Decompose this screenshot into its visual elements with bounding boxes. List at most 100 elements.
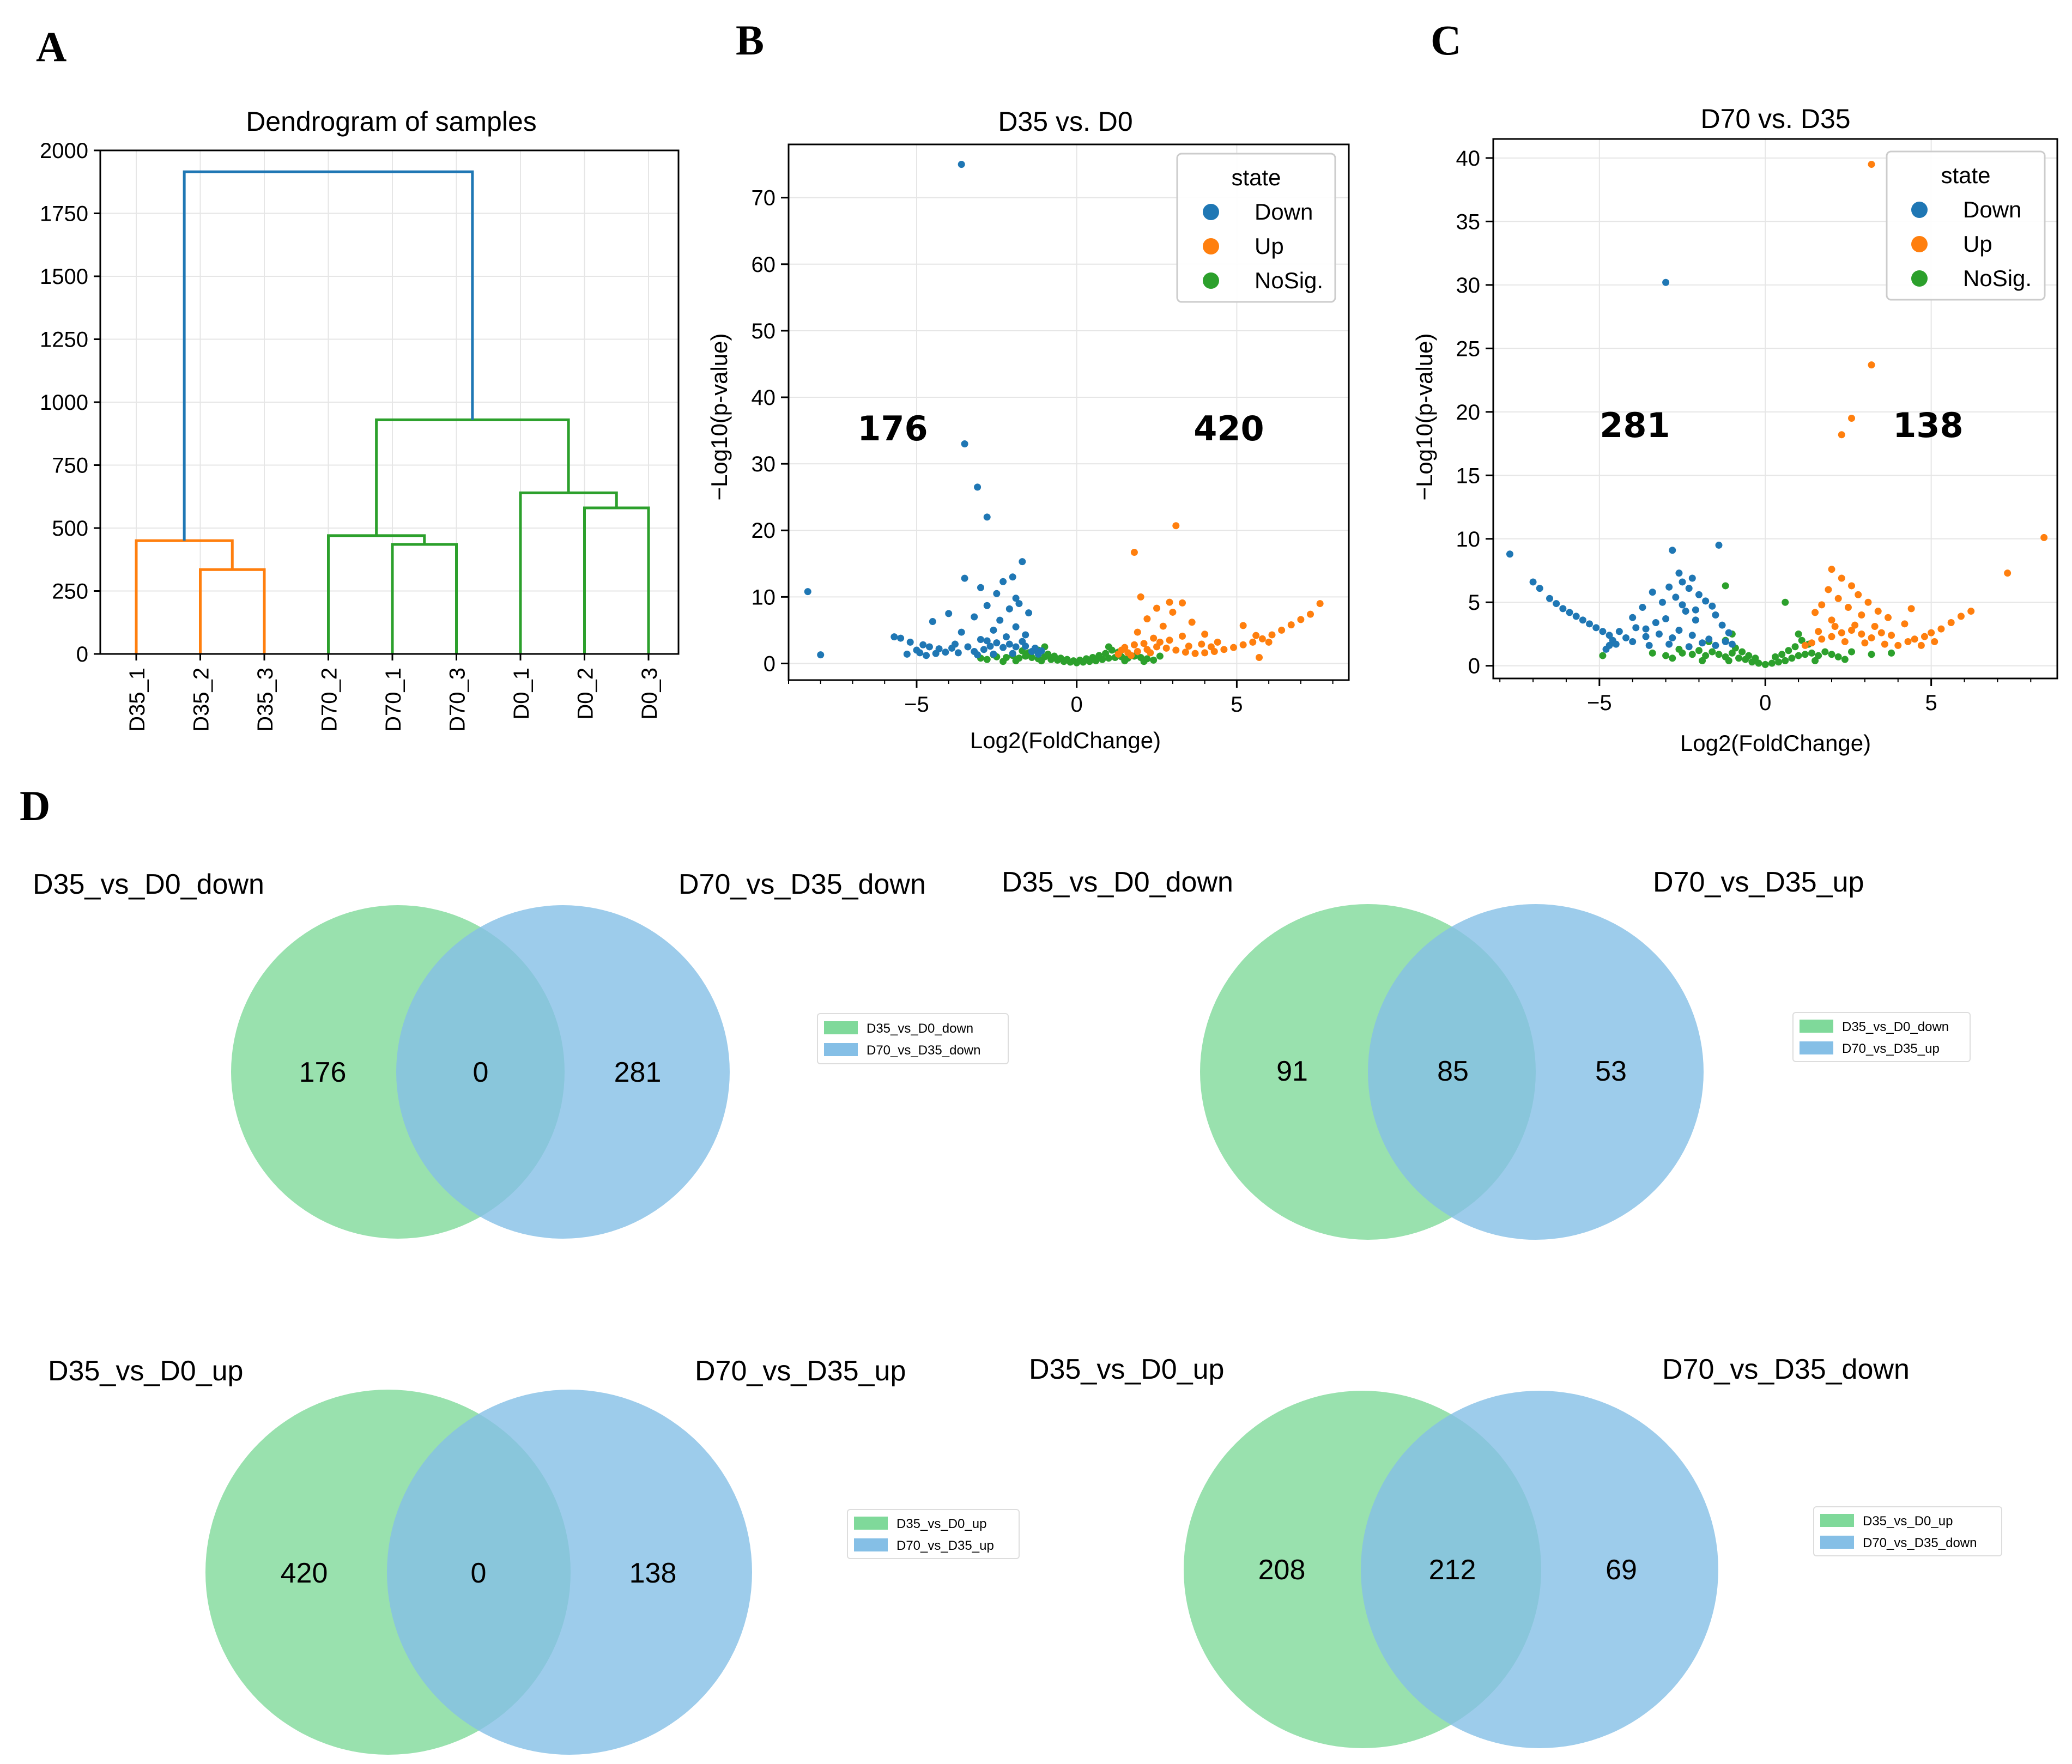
point-nosig xyxy=(983,656,991,663)
y-tick-label: 750 xyxy=(52,454,88,478)
point-nosig xyxy=(1150,656,1158,664)
point-up xyxy=(1140,640,1148,647)
venn-legend-left-label: D35_vs_D0_up xyxy=(896,1517,986,1531)
dendrogram-title: Dendrogram of samples xyxy=(246,106,537,137)
point-nosig xyxy=(1725,657,1732,664)
point-nosig xyxy=(1082,655,1090,663)
volcano-c-legend-down-marker xyxy=(1911,202,1928,218)
point-nosig xyxy=(1038,657,1045,665)
point-down xyxy=(1025,609,1033,617)
point-nosig xyxy=(1795,630,1802,638)
point-up xyxy=(1143,615,1151,623)
point-nosig xyxy=(1775,658,1783,666)
volcano-c-legend-nosig-marker xyxy=(1911,270,1928,287)
point-up xyxy=(1130,549,1138,556)
point-down xyxy=(999,644,1007,651)
point-nosig xyxy=(1709,648,1716,656)
y-tick-label: 40 xyxy=(1456,147,1481,171)
point-nosig xyxy=(1057,654,1064,662)
point-down xyxy=(1579,616,1586,624)
point-down xyxy=(1012,623,1020,631)
point-down xyxy=(1672,593,1680,601)
point-down xyxy=(1679,578,1686,586)
point-down xyxy=(1002,633,1010,641)
point-down xyxy=(916,649,924,657)
venn-right-count: 281 xyxy=(614,1057,662,1088)
point-up xyxy=(1265,638,1273,646)
dendrogram-link xyxy=(375,418,570,536)
point-up xyxy=(1831,622,1839,630)
point-up xyxy=(1838,629,1845,637)
plot-frame xyxy=(1492,138,2058,680)
point-nosig xyxy=(1722,582,1729,590)
point-up xyxy=(1848,626,1856,634)
y-tick-label: 30 xyxy=(1456,274,1481,298)
point-up xyxy=(1874,608,1882,615)
point-up xyxy=(1185,642,1192,650)
point-up xyxy=(1838,574,1845,582)
y-tick-label: 25 xyxy=(1456,337,1481,361)
point-down xyxy=(1629,614,1637,621)
point-down xyxy=(1669,634,1676,641)
point-down xyxy=(1642,625,1650,633)
point-down xyxy=(1639,604,1646,611)
point-up xyxy=(1252,632,1260,639)
venn-legend-left-swatch xyxy=(824,1021,858,1034)
point-down xyxy=(999,578,1007,585)
dendrogram-grid xyxy=(100,150,678,654)
point-up xyxy=(1828,616,1835,624)
y-tick-label: 250 xyxy=(52,580,88,604)
point-up xyxy=(1130,641,1138,648)
point-nosig xyxy=(1785,647,1792,654)
volcano-b-legend-nosig-marker xyxy=(1203,272,1219,289)
x-tick-label: 0 xyxy=(1759,691,1771,715)
point-down xyxy=(1622,634,1630,641)
venn-overlap-count: 0 xyxy=(471,1557,487,1589)
y-tick-label: 20 xyxy=(752,519,776,543)
point-down xyxy=(1688,574,1696,582)
point-nosig xyxy=(1649,649,1656,657)
venn-right-circle xyxy=(387,1390,752,1755)
point-down xyxy=(1566,609,1573,616)
volcano-b-legend-down-marker xyxy=(1203,204,1219,220)
point-nosig xyxy=(1156,652,1164,660)
point-down xyxy=(1019,638,1026,645)
point-down xyxy=(906,638,914,646)
point-down xyxy=(1685,585,1693,592)
y-tick-label: 1500 xyxy=(40,265,88,289)
venn-legend-box xyxy=(817,1013,1009,1064)
point-up xyxy=(2004,569,2012,577)
point-down xyxy=(1669,547,1676,554)
point-down xyxy=(1546,595,1553,602)
point-down xyxy=(996,616,1004,624)
point-nosig xyxy=(1699,657,1706,664)
point-down xyxy=(923,652,930,659)
x-tick-label: 5 xyxy=(1925,691,1937,715)
volcano-c-title: D70 vs. D35 xyxy=(1700,104,1850,134)
x-tick-label: 0 xyxy=(1071,693,1083,717)
point-up xyxy=(1201,649,1209,657)
point-nosig xyxy=(1695,647,1703,654)
point-nosig xyxy=(1051,652,1058,660)
point-up xyxy=(1153,604,1161,612)
dendrogram-link xyxy=(519,491,618,654)
venn-legend-left-swatch xyxy=(854,1517,888,1530)
point-nosig xyxy=(1662,652,1670,659)
point-up xyxy=(1182,648,1189,656)
point-down xyxy=(1685,643,1693,651)
point-up xyxy=(1166,637,1173,644)
dendrogram-link xyxy=(183,170,474,541)
point-nosig xyxy=(1044,650,1052,658)
venn-legend-box xyxy=(1792,1012,1971,1062)
point-up xyxy=(1188,619,1196,626)
point-nosig xyxy=(1095,652,1103,659)
point-down xyxy=(1728,640,1736,648)
y-tick-label: 20 xyxy=(1456,401,1481,425)
venn-legend-right-swatch xyxy=(1800,1041,1833,1054)
venn-legend-left-label: D35_vs_D0_down xyxy=(867,1021,973,1036)
point-nosig xyxy=(999,658,1007,665)
point-up xyxy=(1220,646,1228,653)
point-down xyxy=(1599,628,1607,635)
point-down xyxy=(1009,650,1016,657)
